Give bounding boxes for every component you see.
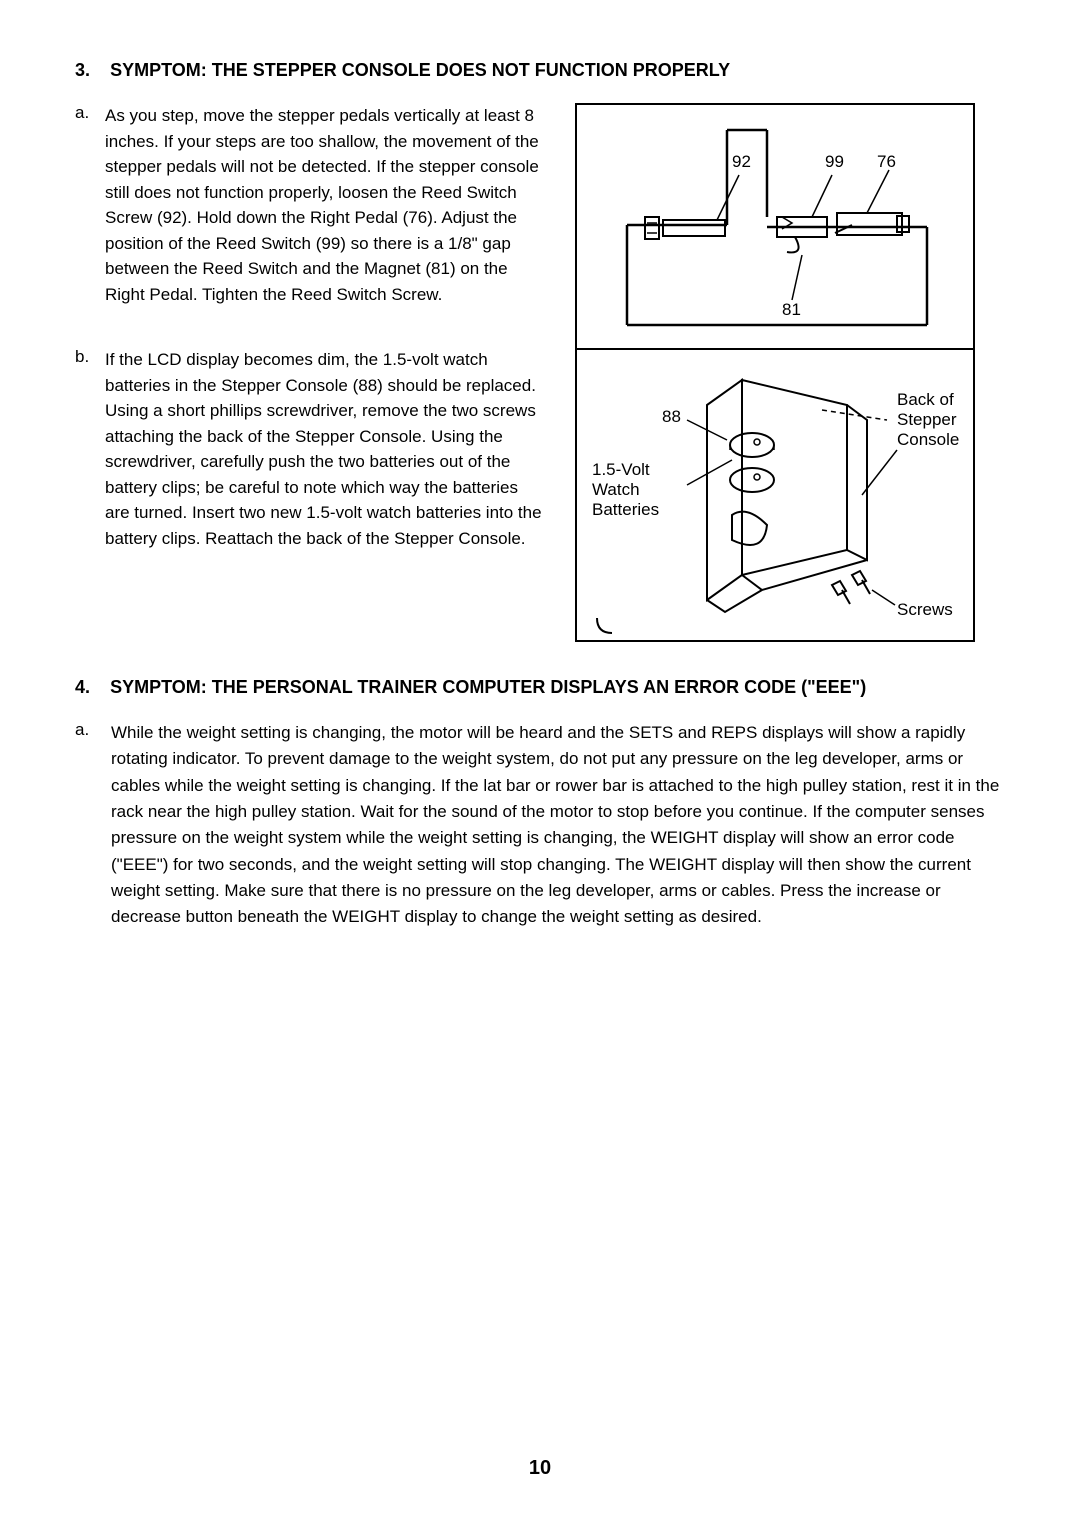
label-92: 92 [732, 152, 751, 171]
section-3-diagram-column: 92 99 76 81 [575, 103, 975, 642]
section-4: 4. SYMPTOM: THE PERSONAL TRAINER COMPUTE… [75, 677, 1005, 931]
diagram-top: 92 99 76 81 [577, 105, 973, 350]
label-batteries-3: Batteries [592, 500, 659, 519]
item-3a-text: As you step, move the stepper pedals ver… [105, 103, 545, 307]
diagram-top-svg: 92 99 76 81 [577, 105, 973, 348]
item-3a: a. As you step, move the stepper pedals … [75, 103, 545, 307]
section-3-content: a. As you step, move the stepper pedals … [75, 103, 1005, 642]
section-3-text-column: a. As you step, move the stepper pedals … [75, 103, 545, 642]
section-3-title: SYMPTOM: THE STEPPER CONSOLE DOES NOT FU… [110, 60, 730, 80]
item-4a-text: While the weight setting is changing, th… [111, 720, 1005, 931]
label-console-1: Back of [897, 390, 954, 409]
label-screws: Screws [897, 600, 953, 619]
label-console-2: Stepper [897, 410, 957, 429]
section-4-heading: 4. SYMPTOM: THE PERSONAL TRAINER COMPUTE… [75, 677, 1005, 698]
label-88: 88 [662, 407, 681, 426]
section-4-number: 4. [75, 677, 90, 697]
label-batteries-2: Watch [592, 480, 640, 499]
item-3b: b. If the LCD display becomes dim, the 1… [75, 347, 545, 551]
label-81: 81 [782, 300, 801, 319]
item-3a-marker: a. [75, 103, 105, 307]
diagram-bottom-svg: 88 1.5-Volt Watch Batteries Back of Step… [577, 350, 973, 638]
diagram-frame: 92 99 76 81 [575, 103, 975, 642]
label-console-3: Console [897, 430, 959, 449]
label-batteries-1: 1.5-Volt [592, 460, 650, 479]
label-76: 76 [877, 152, 896, 171]
item-3b-marker: b. [75, 347, 105, 551]
label-99: 99 [825, 152, 844, 171]
diagram-bottom: 88 1.5-Volt Watch Batteries Back of Step… [577, 350, 973, 640]
section-3-number: 3. [75, 60, 90, 80]
item-3b-text: If the LCD display becomes dim, the 1.5-… [105, 347, 545, 551]
item-4a-marker: a. [75, 720, 111, 931]
page-number: 10 [0, 1457, 1080, 1480]
item-4a: a. While the weight setting is changing,… [75, 720, 1005, 931]
section-3-heading: 3. SYMPTOM: THE STEPPER CONSOLE DOES NOT… [75, 60, 1005, 81]
section-4-title: SYMPTOM: THE PERSONAL TRAINER COMPUTER D… [110, 677, 866, 697]
section-3: 3. SYMPTOM: THE STEPPER CONSOLE DOES NOT… [75, 60, 1005, 642]
